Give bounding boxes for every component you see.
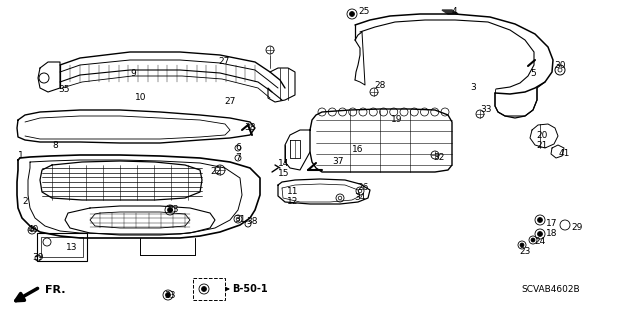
Text: 9: 9 — [130, 69, 136, 78]
Text: 14: 14 — [278, 159, 289, 167]
Text: 32: 32 — [433, 152, 444, 161]
Text: 21: 21 — [536, 142, 547, 151]
Text: 20: 20 — [536, 131, 547, 140]
Text: 30: 30 — [554, 62, 566, 70]
Text: 13: 13 — [66, 242, 77, 251]
Text: 37: 37 — [332, 157, 344, 166]
Text: 26: 26 — [357, 183, 369, 192]
Text: 27: 27 — [224, 98, 236, 107]
Circle shape — [168, 207, 173, 212]
Text: 3: 3 — [470, 84, 476, 93]
Text: 17: 17 — [546, 219, 557, 228]
Text: 8: 8 — [52, 140, 58, 150]
Text: 40: 40 — [28, 226, 40, 234]
Text: 34: 34 — [354, 194, 365, 203]
Text: 6: 6 — [235, 144, 241, 152]
Circle shape — [166, 293, 170, 298]
Text: 38: 38 — [244, 123, 255, 132]
Circle shape — [538, 218, 543, 222]
Text: 28: 28 — [374, 80, 385, 90]
Text: 5: 5 — [530, 69, 536, 78]
Text: 24: 24 — [534, 238, 545, 247]
Text: 18: 18 — [546, 229, 557, 239]
Bar — [37, 233, 87, 261]
Circle shape — [531, 238, 535, 242]
Text: FR.: FR. — [45, 285, 65, 295]
Text: 15: 15 — [278, 168, 289, 177]
Bar — [41, 237, 83, 257]
Text: 27: 27 — [218, 57, 229, 66]
Text: 10: 10 — [135, 93, 147, 102]
Text: 23: 23 — [519, 247, 531, 256]
Text: 38: 38 — [246, 218, 257, 226]
Circle shape — [538, 232, 543, 236]
Text: 4: 4 — [452, 8, 458, 17]
Circle shape — [349, 11, 355, 17]
Circle shape — [520, 243, 524, 247]
Text: 2: 2 — [22, 197, 28, 206]
Text: 19: 19 — [391, 115, 403, 124]
Text: 35: 35 — [58, 85, 70, 94]
Text: 1: 1 — [18, 151, 24, 160]
Text: 29: 29 — [571, 224, 582, 233]
Text: 41: 41 — [559, 149, 570, 158]
Text: 31: 31 — [234, 214, 246, 224]
Text: SCVAB4602B: SCVAB4602B — [522, 286, 580, 294]
Text: 25: 25 — [358, 8, 369, 17]
Text: 22: 22 — [210, 167, 221, 175]
Text: 39: 39 — [32, 254, 44, 263]
Polygon shape — [442, 10, 458, 14]
Text: 11: 11 — [287, 187, 298, 196]
Text: 33: 33 — [167, 205, 179, 214]
Text: 33: 33 — [164, 291, 175, 300]
Text: 33: 33 — [480, 106, 492, 115]
Text: 7: 7 — [235, 153, 241, 162]
Text: 12: 12 — [287, 197, 298, 205]
Circle shape — [202, 286, 207, 292]
Bar — [193, 278, 225, 300]
Text: 16: 16 — [352, 145, 364, 154]
Text: B-50-1: B-50-1 — [232, 284, 268, 294]
